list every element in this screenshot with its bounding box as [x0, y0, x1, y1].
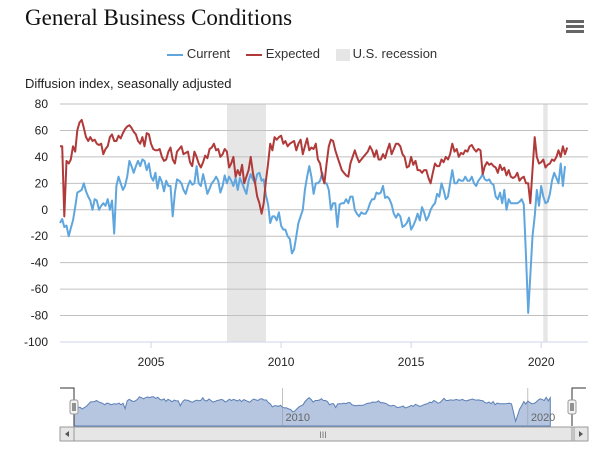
y-tick-label: -20 [31, 229, 49, 243]
legend-item-current[interactable]: Current [166, 46, 231, 61]
legend-item-recession[interactable]: U.S. recession [335, 46, 438, 61]
y-tick-label: 80 [35, 97, 49, 111]
legend-line-swatch [245, 53, 262, 56]
navigator-label: 2020 [531, 412, 555, 424]
y-tick-label: -40 [31, 256, 49, 270]
arrow-left-icon [65, 431, 69, 437]
y-tick-label: 20 [35, 176, 49, 190]
x-tick-label: 2015 [398, 355, 425, 369]
y-axis-title: Diffusion index, seasonally adjusted [25, 76, 232, 91]
menu-bar [566, 20, 584, 23]
legend-label: Expected [265, 46, 320, 61]
hamburger-menu-icon[interactable] [566, 20, 584, 36]
scrollbar-grip: III [319, 430, 327, 440]
navigator[interactable]: 2010 2020 III [59, 387, 589, 442]
legend-band-swatch [335, 48, 350, 61]
chart-title: General Business Conditions [25, 5, 293, 30]
series-line-current [59, 158, 566, 314]
navigator-handle-left[interactable] [69, 399, 79, 415]
y-tick-label: 0 [41, 203, 48, 217]
y-tick-label: -60 [31, 282, 49, 296]
y-tick-label: 60 [35, 123, 49, 137]
navigator-handle-right[interactable] [567, 399, 577, 415]
x-tick-label: 2010 [268, 355, 295, 369]
legend-label: U.S. recession [352, 46, 438, 61]
y-tick-label: -100 [24, 335, 48, 349]
x-tick-label: 2020 [528, 355, 555, 369]
recession-band [226, 104, 266, 342]
recession-band [543, 104, 548, 342]
y-tick-label: 40 [35, 150, 49, 164]
navigator-label: 2010 [286, 412, 310, 424]
legend-item-expected[interactable]: Expected [245, 46, 320, 61]
menu-bar [566, 25, 584, 28]
arrow-right-icon [579, 431, 583, 437]
x-tick-label: 2005 [138, 355, 165, 369]
y-tick-label: -80 [31, 309, 49, 323]
menu-bar [566, 30, 584, 33]
legend-label: Current [186, 46, 231, 61]
series-line-expected [60, 118, 569, 218]
legend-line-swatch [166, 53, 183, 56]
legend: Current Expected U.S. recession [0, 46, 604, 61]
navigator-series [73, 395, 551, 427]
